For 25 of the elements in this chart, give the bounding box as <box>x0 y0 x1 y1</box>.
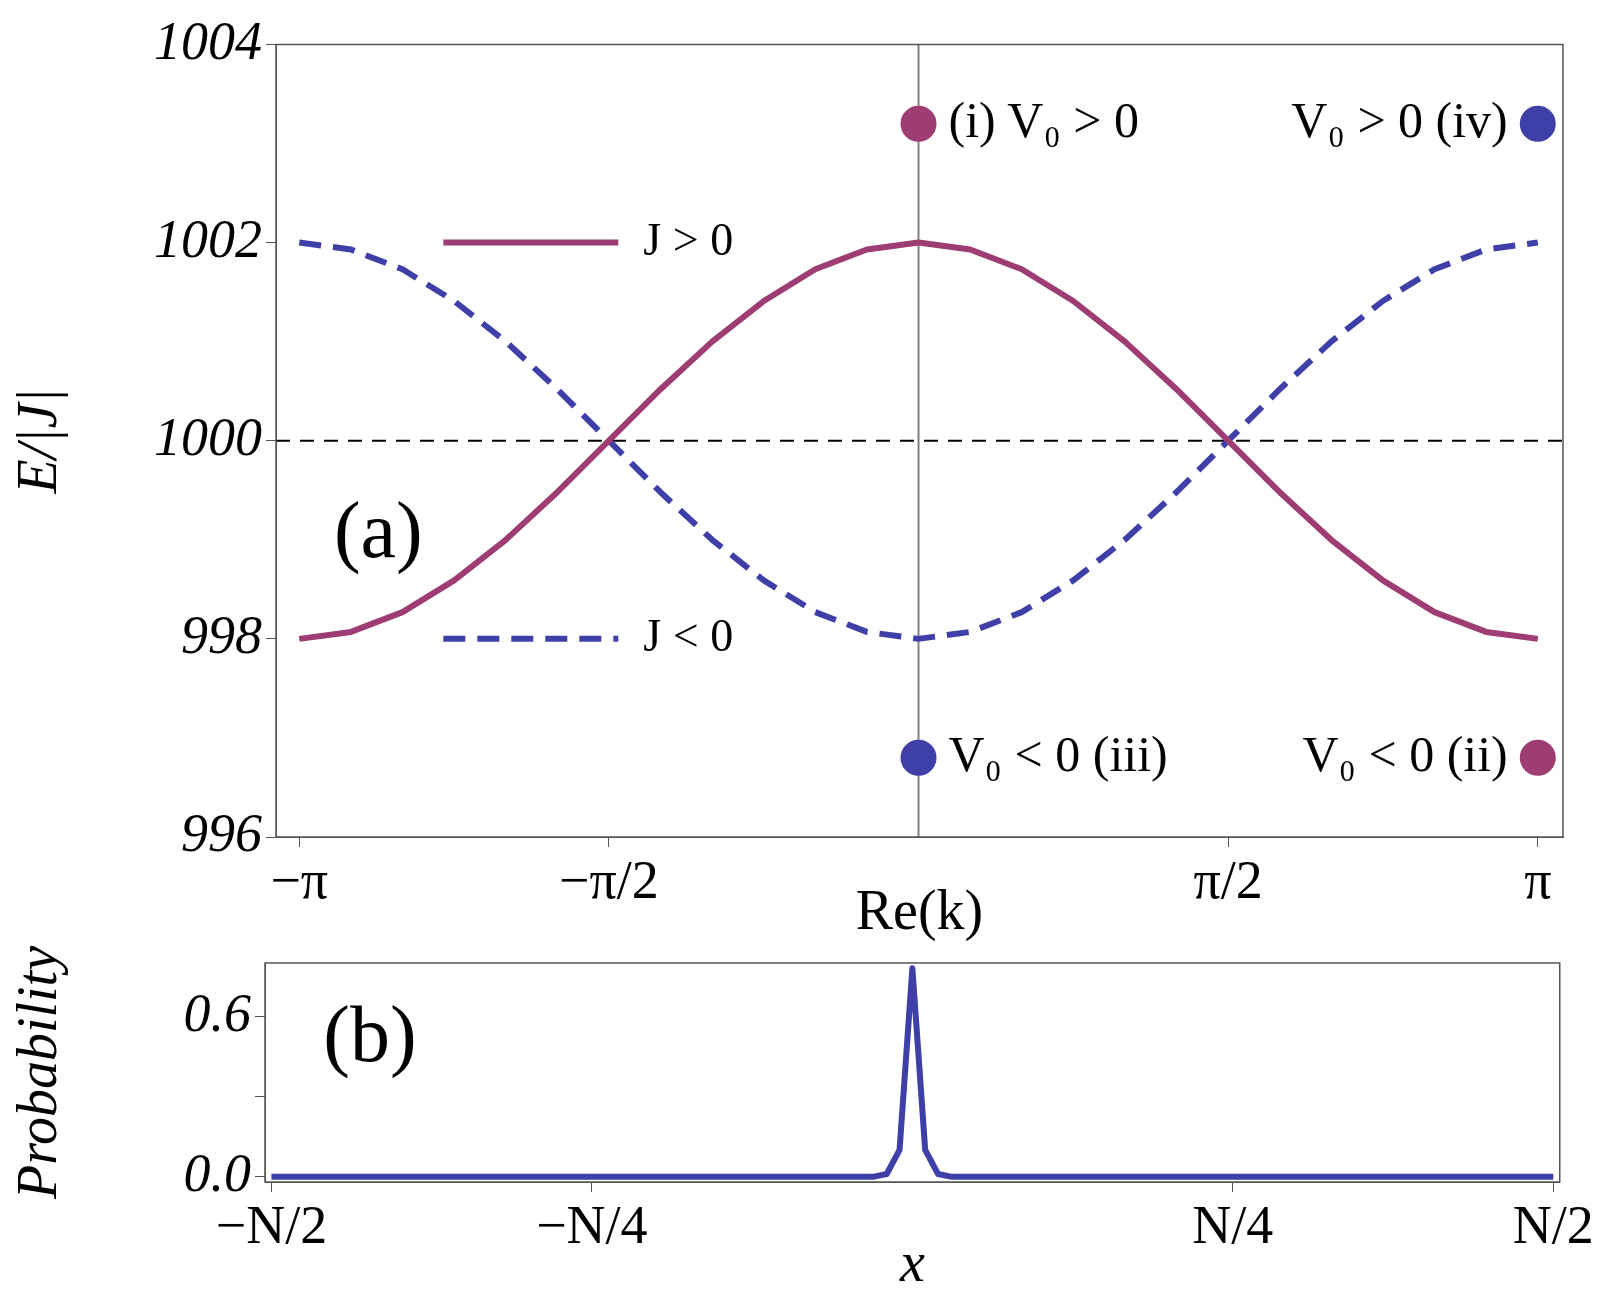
y-tick-label: 998 <box>181 605 262 666</box>
x-tick-label: π/2 <box>1193 849 1263 910</box>
y-tick-label: 0.6 <box>183 982 251 1043</box>
y-tick-label: 1002 <box>154 208 262 269</box>
series-label: (i) V₀ > 0 <box>948 91 1140 148</box>
x-tick-label: −π/2 <box>559 849 659 910</box>
series-label: V₀ < 0 (iii) <box>948 725 1168 782</box>
x-axis-title: Re(k) <box>855 879 984 943</box>
legend-label: J > 0 <box>643 213 734 265</box>
y-axis-title: Probability <box>6 945 69 1201</box>
annotation: (a) <box>333 485 423 575</box>
series-label: V₀ > 0 (iv) <box>1291 91 1508 148</box>
x-tick-label: N/4 <box>1192 1194 1274 1255</box>
x-tick-label: π <box>1524 849 1552 910</box>
x-axis-title: x <box>898 1231 925 1294</box>
legend-label: J < 0 <box>643 609 734 661</box>
x-tick-label: −π <box>270 849 329 910</box>
y-axis-title: E/|J| <box>6 387 69 495</box>
series-label: V₀ < 0 (ii) <box>1302 725 1508 782</box>
y-tick-label: 1004 <box>154 10 262 71</box>
y-tick-label: 1000 <box>154 406 262 467</box>
x-tick-label: −N/4 <box>536 1194 648 1255</box>
y-tick-label: 996 <box>181 803 262 864</box>
x-tick-label: N/2 <box>1512 1194 1594 1255</box>
annotation: (b) <box>323 989 417 1079</box>
